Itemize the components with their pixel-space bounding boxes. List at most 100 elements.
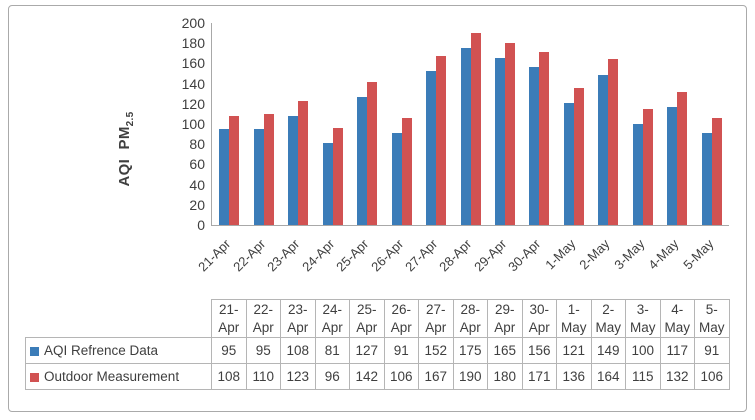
x-axis-labels: 21-Apr 22-Apr 23-Apr 24-Apr 25-Apr 26-Apr 27-A… (195, 227, 728, 293)
bar-group-27-apr (419, 23, 453, 225)
table-header-cell: 26- Apr (383, 298, 419, 339)
table-header-cell: 27- Apr (418, 298, 454, 339)
bar (539, 52, 550, 225)
value-cell: 164 (590, 363, 626, 391)
value-cell: 108 (280, 337, 316, 365)
bar-group-23-apr (281, 23, 315, 225)
table-header-cell: 4- May (659, 298, 695, 339)
bar (677, 91, 688, 225)
value-cell: 132 (659, 363, 695, 391)
bar-group-5-may (695, 23, 729, 225)
legend-swatch (30, 346, 39, 356)
value-cell: 95 (245, 337, 281, 365)
bar (219, 129, 230, 225)
plot-area (211, 23, 729, 226)
table-corner-cell (26, 300, 212, 338)
legend-swatch (30, 372, 39, 382)
bar-group-24-apr (315, 23, 349, 225)
value-cell: 149 (590, 337, 626, 365)
table-header-cell: 23- Apr (280, 298, 316, 339)
y-tick-label: 0 (197, 217, 205, 233)
bar (367, 81, 378, 225)
value-cell: 136 (556, 363, 592, 391)
bar-group-26-apr (384, 23, 418, 225)
value-cell: 91 (694, 337, 730, 365)
bar (288, 115, 299, 225)
series-label-cell: Outdoor Measurement (25, 363, 212, 391)
value-cell: 156 (521, 337, 557, 365)
y-tick-label: 140 (181, 75, 205, 92)
table-header-cell: 28- Apr (452, 298, 488, 339)
table-header-cell: 25- Apr (349, 298, 385, 339)
table-row: AQI Refrence Data 95 95 108 81 127 91 152 175 165… (25, 337, 730, 365)
value-cell: 152 (418, 337, 454, 365)
bar (253, 129, 264, 225)
bar-group-22-apr (246, 23, 280, 225)
bar (642, 108, 653, 225)
y-tick-label: 200 (181, 15, 205, 31)
value-cell: 180 (487, 363, 523, 391)
series-name: Outdoor Measurement (44, 368, 180, 384)
table-row: Outdoor Measurement 108 110 123 96 142 106 167 1… (25, 363, 730, 391)
table-header-cell: 30- Apr (521, 298, 557, 339)
bar (391, 133, 402, 225)
bar (470, 33, 481, 225)
bar (263, 113, 274, 225)
bar (357, 96, 368, 225)
table-header-cell: 5- May (694, 298, 730, 339)
bar (229, 115, 240, 225)
value-cell: 171 (521, 363, 557, 391)
bar-group-30-apr (522, 23, 556, 225)
bar (436, 56, 447, 225)
y-tick-label: 100 (181, 116, 205, 132)
value-cell: 110 (245, 363, 281, 391)
value-cell: 117 (659, 337, 695, 365)
value-cell: 115 (625, 363, 661, 391)
y-axis-tick-labels: 200 180 160 140 120 100 80 60 40 20 0 (158, 15, 205, 233)
value-cell: 96 (314, 363, 350, 391)
value-cell: 106 (694, 363, 730, 391)
table-header-cell: 21- Apr (211, 298, 247, 339)
bar (322, 143, 333, 225)
bar (460, 48, 471, 225)
y-axis-title-text: AQI PM2.5 (116, 111, 136, 187)
table-header-cell: 24- Apr (314, 298, 350, 339)
value-cell: 167 (418, 363, 454, 391)
bar (563, 102, 574, 225)
table-header-row: 21- Apr 22- Apr 23- Apr 24- Apr 25- Apr 26- Apr 27- A… (26, 298, 730, 339)
bar (529, 67, 540, 225)
bar (598, 74, 609, 225)
y-tick-label: 120 (181, 95, 205, 112)
bar-group-4-may (660, 23, 694, 225)
bar (667, 106, 678, 225)
y-tick-label: 20 (189, 196, 205, 213)
bar (701, 133, 712, 225)
value-cell: 108 (211, 363, 247, 391)
x-label-slot: 5-May (680, 227, 728, 293)
bar (401, 117, 412, 225)
value-cell: 106 (383, 363, 419, 391)
bar (504, 43, 515, 225)
value-cell: 123 (280, 363, 316, 391)
value-cell: 100 (625, 337, 661, 365)
bar (573, 87, 584, 225)
bar (298, 100, 309, 225)
series-name: AQI Refrence Data (44, 342, 159, 358)
value-cell: 91 (383, 337, 419, 365)
bar-group-3-may (626, 23, 660, 225)
y-tick-label: 180 (181, 35, 205, 52)
table-header-cell: 29- Apr (487, 298, 523, 339)
y-axis-title-subscript: 2.5 (125, 111, 136, 127)
bar (711, 117, 722, 225)
bar (608, 59, 619, 225)
bar-group-1-may (557, 23, 591, 225)
y-tick-label: 80 (189, 136, 205, 153)
value-cell: 95 (211, 337, 247, 365)
y-tick-label: 160 (181, 55, 205, 72)
bar-group-28-apr (453, 23, 487, 225)
bar-group-29-apr (488, 23, 522, 225)
value-cell: 142 (349, 363, 385, 391)
table-header-cell: 2- May (590, 298, 626, 339)
bar-group-2-may (591, 23, 625, 225)
